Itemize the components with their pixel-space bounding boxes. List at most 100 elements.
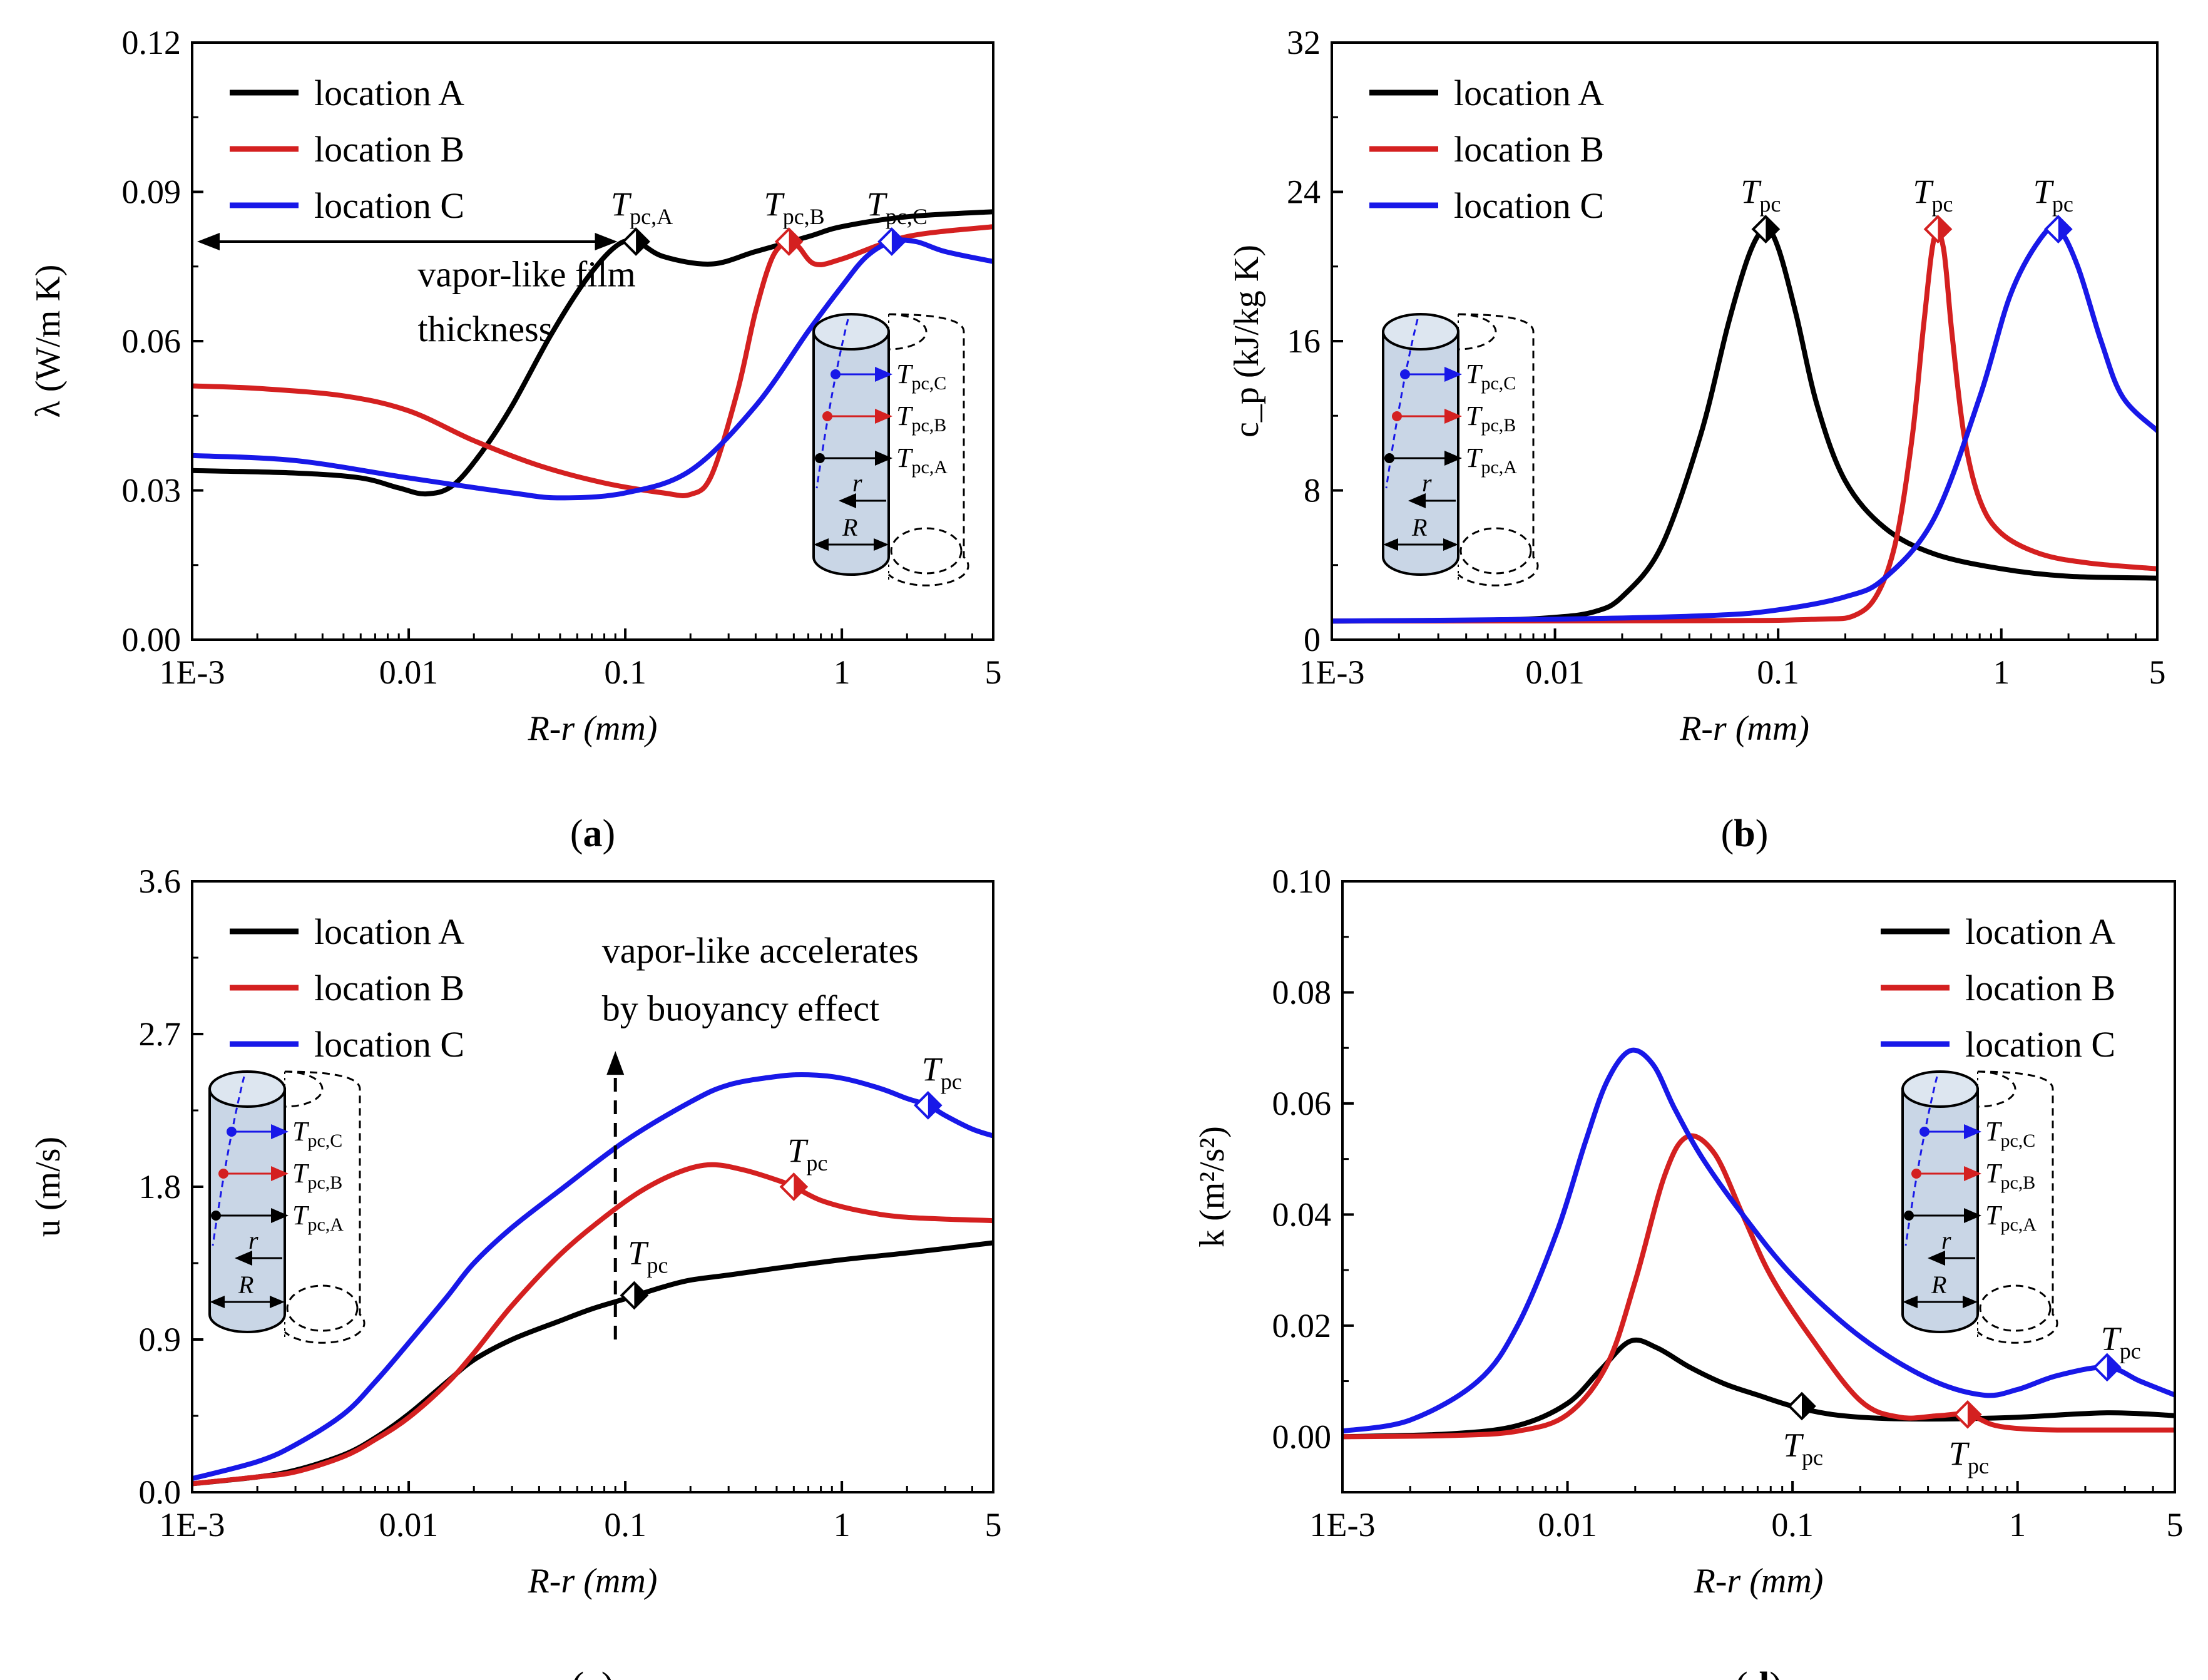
annotation-text: thickness [417,309,553,349]
film-boundary [212,1076,245,1246]
R-arrowhead-right [874,538,889,551]
inset-tpc-label: Tpc,B [1466,401,1516,436]
legend-label: location C [1454,185,1604,226]
R-label: R [238,1271,253,1299]
legend-label: location B [314,129,464,170]
dashed-cylinder-top [888,313,928,351]
x-tick-label: 5 [985,653,1002,691]
plot-area [1342,1047,2175,1440]
y-axis-title: λ (W/m K) [29,265,68,418]
y-tick-label: 8 [1304,472,1321,510]
tpc-marker-fill [891,229,904,254]
tpc-marker-fill [1938,217,1951,242]
tpc-label: Tpc,A [611,185,673,229]
dashed-cylinder-bottom [890,527,963,575]
dashed-cylinder-side [1457,313,1539,586]
annotation-text: by buoyancy effect [602,988,879,1028]
x-tick-label: 0.1 [1757,653,1799,691]
series-line-location-b [192,224,993,498]
tpc-marker-fill [928,1092,941,1118]
y-tick-label: 0.03 [122,472,181,510]
tpc-label: Tpc [1783,1426,1823,1470]
R-arrowhead-right [270,1296,285,1308]
film-boundary [815,319,849,489]
axes-frame [1341,880,2176,1493]
axes-frame [191,880,994,1493]
chart-panel-b: 0 8 16 24 32 1E-3 0.01 0.1 1 5 Tpc Tpc Tpc location A… [1227,24,2166,855]
series-line-location-a [192,1240,993,1487]
tpc-marker-fill [636,229,649,254]
y-tick-label: 0.12 [122,24,181,61]
y-tick-label: 0 [1304,621,1321,658]
inset-tpc-label: Tpc,C [1466,359,1516,394]
tpc-marker-fill [2107,1355,2120,1380]
x-tick-label: 0.1 [1771,1506,1814,1544]
tpc-label: Tpc [628,1234,668,1278]
series-line-location-c [1332,224,2157,624]
x-axis-title: R-r (mm) [528,1562,658,1601]
cylinder-top [1901,1070,1979,1108]
y-tick-label: 0.08 [1272,973,1332,1011]
cylinder-inset: Tpc,C Tpc,B Tpc,A rR [1382,313,1539,586]
x-tick-label: 1 [1993,653,2010,691]
radial-arrowhead [1964,1124,1981,1139]
x-tick-label: 5 [985,1506,1002,1544]
series-line-location-a [192,209,993,497]
cylinder-inset: Tpc,C Tpc,B Tpc,A rR [208,1070,365,1344]
y-tick-label: 0.9 [139,1321,181,1358]
film-arrowhead-right [595,233,618,250]
legend: location A location B location C [230,911,464,1065]
x-tick-label: 5 [2167,1506,2184,1544]
x-axis-title: R-r (mm) [1679,709,1809,748]
radial-arrowhead [1444,409,1462,424]
y-axis-title: c_p (kJ/kg K) [1227,245,1266,438]
x-tick-label: 1E-3 [1299,653,1365,691]
y-tick-label: 24 [1287,173,1321,211]
cylinder-top [208,1070,286,1108]
film-boundary [1904,1076,1938,1246]
R-label: R [842,513,857,541]
tpc-label: Tpc [1949,1435,1989,1478]
y-tick-label: 0.00 [1272,1418,1332,1455]
tpc-marker-fill [1802,1393,1815,1419]
x-tick-label: 0.01 [1525,653,1585,691]
legend-label: location A [314,911,464,952]
inset-tpc-label: Tpc,A [1466,443,1517,478]
tpc-label: Tpc [2101,1319,2141,1363]
r-label: r [1941,1226,1951,1254]
legend: location A location B location C [1369,73,1604,226]
x-tick-label: 1E-3 [160,653,225,691]
dashed-cylinder-side [1976,1070,2058,1344]
y-tick-label: 3.6 [139,863,181,900]
dashed-cylinder-top [1458,313,1497,351]
r-label: r [248,1226,258,1254]
x-tick-label: 1E-3 [1310,1506,1376,1544]
y-tick-label: 32 [1287,24,1321,61]
x-tick-label: 5 [2149,653,2166,691]
series-line-location-a [1342,1337,2175,1440]
legend-label: location C [314,185,464,226]
legend: location A location B location C [1881,911,2115,1065]
inset-tpc-label: Tpc,B [292,1158,342,1193]
radial-arrowhead [1964,1166,1981,1181]
panel-label: (a) [570,812,615,855]
x-tick-label: 1 [834,1506,851,1544]
inset-tpc-label: Tpc,C [292,1116,342,1151]
legend-label: location A [314,73,464,113]
R-arrowhead-left [814,538,829,551]
y-tick-label: 2.7 [139,1015,181,1053]
axes-frame [1331,41,2159,641]
legend-label: location C [1965,1024,2115,1065]
tpc-label: Tpc [2033,173,2073,217]
dashed-cylinder-bottom [286,1284,359,1332]
tpc-label: Tpc [1740,173,1781,217]
series-line-location-c [1342,1047,2175,1434]
tpc-marker-fill [794,1174,807,1199]
y-tick-label: 16 [1287,322,1321,360]
inset-tpc-label: Tpc,B [1985,1158,2035,1193]
radial-arrowhead [1444,451,1462,466]
inset-tpc-label: Tpc,A [896,443,948,478]
y-tick-label: 0.06 [122,322,181,360]
x-axis-title: R-r (mm) [528,709,658,748]
